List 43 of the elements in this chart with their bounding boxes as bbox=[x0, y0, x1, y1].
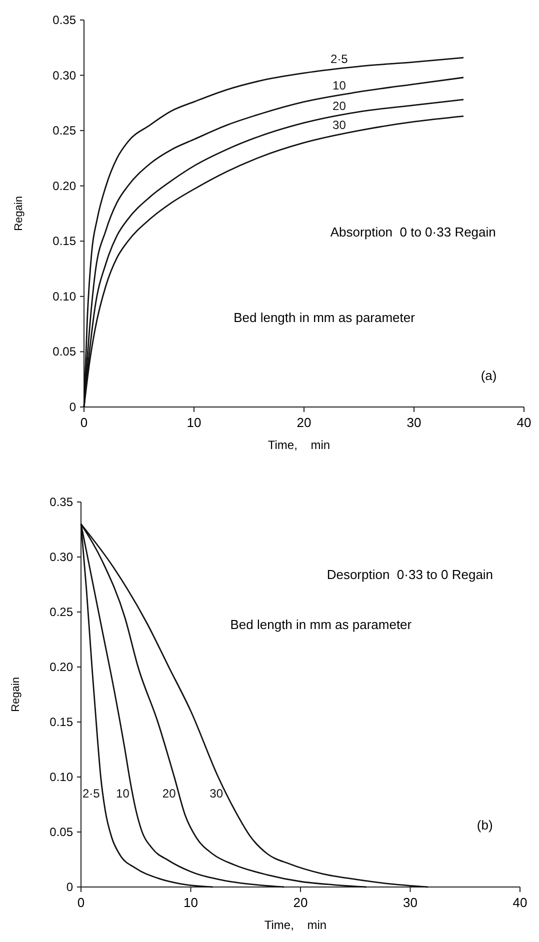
annotation: (a) bbox=[480, 368, 497, 383]
y-tick-label: 0.15 bbox=[50, 715, 74, 729]
y-tick-label: 0.35 bbox=[52, 13, 76, 27]
y-axis-title: Regain bbox=[10, 677, 22, 712]
x-tick-label: 10 bbox=[186, 415, 202, 430]
series-label: 20 bbox=[162, 786, 176, 801]
y-tick-label: 0.05 bbox=[50, 825, 74, 839]
y-tick-label: 0.10 bbox=[50, 770, 74, 784]
x-tick-label: 10 bbox=[184, 895, 198, 910]
y-tick-label: 0.35 bbox=[50, 495, 74, 509]
annotation: Bed length in mm as parameter bbox=[234, 310, 416, 325]
series-label: 30 bbox=[332, 118, 346, 132]
y-tick-label: 0.05 bbox=[52, 344, 76, 359]
y-axis-title: Regain bbox=[13, 196, 25, 231]
series-label: 2·5 bbox=[330, 52, 348, 66]
y-tick-label: 0.10 bbox=[52, 289, 76, 304]
series-label: 10 bbox=[332, 78, 346, 92]
series-label: 20 bbox=[332, 98, 346, 113]
y-tick-label: 0.30 bbox=[52, 68, 76, 82]
y-tick-label: 0 bbox=[66, 880, 74, 894]
y-tick-label: 0.25 bbox=[52, 124, 76, 138]
x-axis-title: Time, min bbox=[268, 438, 330, 452]
y-tick-label: 0.30 bbox=[50, 550, 74, 564]
annotation: Desorption 0·33 to 0 Regain bbox=[326, 567, 494, 582]
x-tick-label: 40 bbox=[512, 895, 528, 910]
annotation: (b) bbox=[476, 817, 493, 832]
x-tick-label: 30 bbox=[406, 415, 422, 430]
series-label: 10 bbox=[116, 786, 130, 801]
x-axis-title: Time, min bbox=[264, 918, 327, 932]
y-tick-label: 0.15 bbox=[52, 234, 76, 248]
x-tick-label: 20 bbox=[296, 415, 312, 430]
x-tick-label: 20 bbox=[293, 895, 308, 910]
series-label: 2·5 bbox=[82, 786, 100, 801]
x-tick-label: 40 bbox=[516, 415, 532, 430]
y-tick-label: 0.20 bbox=[52, 178, 76, 193]
annotation: Bed length in mm as parameter bbox=[230, 617, 412, 632]
x-tick-label: 30 bbox=[403, 895, 418, 910]
annotation: Absorption 0 to 0·33 Regain bbox=[330, 224, 496, 240]
series-label: 30 bbox=[210, 786, 224, 801]
y-tick-label: 0.20 bbox=[50, 660, 74, 674]
y-tick-label: 0.25 bbox=[50, 605, 74, 619]
x-tick-label: 0 bbox=[80, 415, 88, 430]
y-tick-label: 0 bbox=[69, 400, 76, 414]
